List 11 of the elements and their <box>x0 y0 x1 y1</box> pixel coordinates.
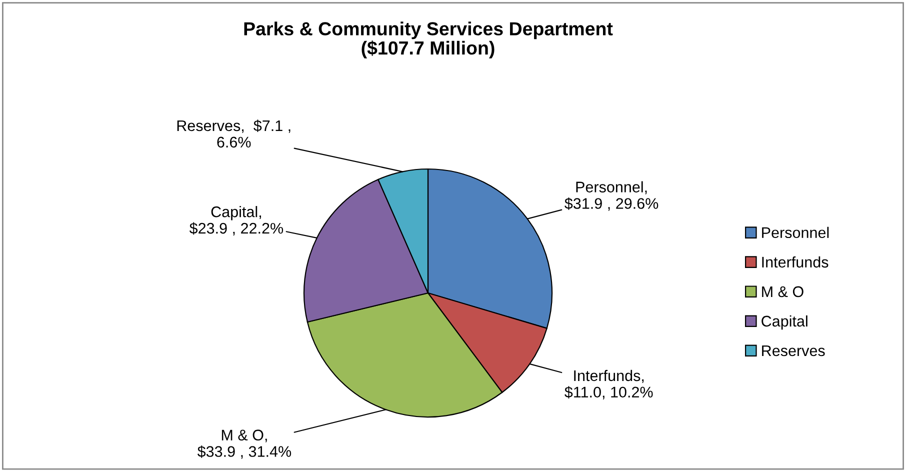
legend-label: Capital <box>762 315 808 330</box>
legend-label: Reserves <box>762 345 825 356</box>
data-label: Reserves, $7.1 , 6.6% <box>177 120 290 148</box>
data-label: M & O, $33.9 , 31.4% <box>197 430 292 459</box>
data-label: Personnel, $31.9 , 29.6% <box>564 181 658 211</box>
chart-title: Parks & Community Services Department ($107.7 Million) <box>244 22 613 58</box>
legend-label: Personnel <box>762 226 829 238</box>
legend-label: Interfunds <box>762 256 828 268</box>
data-label: Interfunds, $11.0, 10.2% <box>564 370 653 400</box>
legend-label: M & O <box>762 286 804 298</box>
data-label: Capital, $23.9 , 22.2% <box>189 206 284 236</box>
